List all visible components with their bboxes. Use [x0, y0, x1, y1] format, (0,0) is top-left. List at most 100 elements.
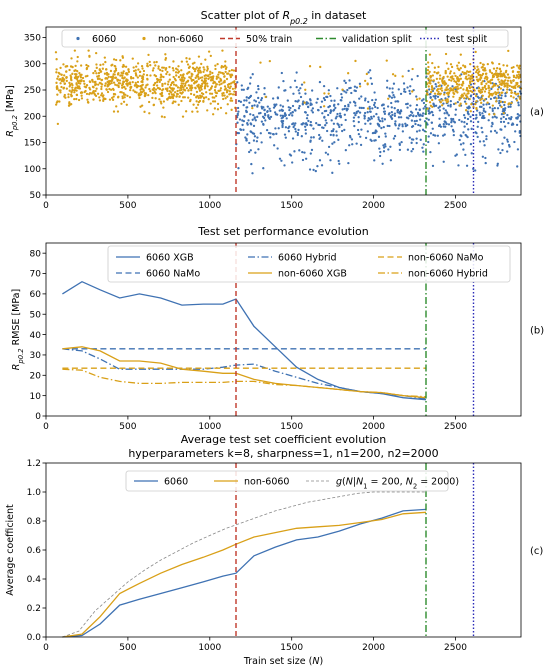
point-non6060: [505, 82, 508, 85]
y-tick-label: 0.6: [27, 546, 42, 556]
point-non6060: [496, 67, 499, 70]
point-6060: [401, 123, 404, 126]
point-6060: [441, 134, 445, 137]
point-6060: [249, 149, 252, 152]
point-non6060: [153, 83, 156, 86]
point-non6060: [113, 73, 116, 76]
point-non6060: [484, 87, 488, 91]
point-6060: [360, 128, 363, 131]
point-non6060: [221, 92, 224, 95]
point-6060: [254, 119, 257, 122]
point-6060: [314, 169, 317, 173]
text-run: = 2000): [417, 477, 459, 488]
point-non6060: [510, 91, 513, 94]
point-6060: [242, 103, 245, 107]
point-6060: [281, 124, 284, 127]
point-non6060: [133, 90, 137, 93]
point-non6060: [202, 70, 205, 74]
point-non6060: [469, 89, 472, 93]
point-non6060: [78, 72, 81, 75]
point-non6060: [453, 72, 456, 75]
point-6060: [359, 143, 363, 147]
point-non6060: [504, 71, 508, 74]
point-non6060: [122, 70, 125, 73]
point-non6060: [199, 95, 202, 98]
point-non6060: [87, 65, 90, 68]
point-6060: [348, 101, 352, 104]
point-non6060: [461, 94, 465, 97]
point-non6060: [209, 87, 213, 90]
plot-border: [45, 462, 522, 638]
point-6060: [262, 167, 265, 170]
point-6060: [463, 100, 467, 103]
point-6060: [401, 130, 405, 133]
point-6060: [408, 136, 411, 139]
point-non6060: [166, 70, 169, 74]
point-non6060: [86, 100, 90, 104]
point-6060: [502, 115, 505, 119]
point-non6060: [486, 76, 489, 80]
point-non6060: [516, 92, 520, 95]
point-non6060: [79, 64, 83, 67]
point-6060: [490, 87, 493, 91]
point-6060: [340, 123, 343, 127]
point-non6060: [431, 105, 434, 108]
point-6060: [256, 115, 259, 118]
point-6060: [398, 124, 401, 127]
point-6060: [363, 117, 366, 120]
point-6060: [383, 118, 387, 121]
point-6060: [330, 119, 333, 122]
scatter-points: [54, 49, 523, 175]
point-non6060: [366, 82, 369, 85]
point-non6060: [512, 65, 515, 69]
point-non6060: [118, 79, 122, 82]
point-6060: [497, 96, 500, 99]
point-6060: [280, 108, 283, 111]
point-non6060: [221, 49, 224, 52]
point-6060: [427, 140, 430, 144]
point-non6060: [208, 92, 212, 95]
point-non6060: [92, 90, 95, 93]
x-tick-label: 1500: [280, 643, 303, 653]
point-non6060: [74, 64, 77, 68]
point-6060: [382, 125, 385, 129]
plot-border: [45, 242, 522, 417]
point-non6060: [129, 83, 132, 86]
point-6060: [487, 119, 490, 122]
point-6060: [450, 117, 453, 121]
point-non6060: [154, 97, 157, 100]
point-6060: [312, 127, 315, 130]
point-non6060: [184, 84, 187, 87]
point-non6060: [444, 82, 447, 85]
point-non6060: [84, 86, 88, 89]
point-non6060: [219, 71, 222, 74]
point-6060: [283, 164, 286, 167]
point-6060: [321, 112, 324, 115]
point-non6060: [100, 92, 104, 95]
point-non6060: [77, 81, 80, 85]
point-6060: [447, 95, 450, 98]
point-non6060: [146, 62, 149, 65]
point-6060: [428, 112, 431, 115]
point-non6060: [495, 100, 498, 103]
point-non6060: [432, 79, 435, 82]
point-6060: [256, 84, 260, 88]
point-non6060: [474, 102, 477, 106]
point-6060: [293, 150, 296, 153]
point-6060: [450, 125, 453, 128]
point-non6060: [418, 97, 421, 100]
point-6060: [281, 105, 285, 108]
point-6060: [417, 123, 420, 127]
point-6060: [253, 135, 257, 138]
point-6060: [380, 126, 383, 130]
point-6060: [484, 110, 487, 113]
point-non6060: [186, 79, 190, 82]
point-6060: [328, 105, 332, 108]
text-run: Scatter plot of: [201, 9, 283, 22]
point-6060: [406, 102, 409, 105]
point-6060: [332, 122, 336, 125]
point-non6060: [411, 67, 414, 71]
point-6060: [393, 134, 397, 138]
point-6060: [412, 138, 415, 141]
point-6060: [504, 94, 507, 98]
